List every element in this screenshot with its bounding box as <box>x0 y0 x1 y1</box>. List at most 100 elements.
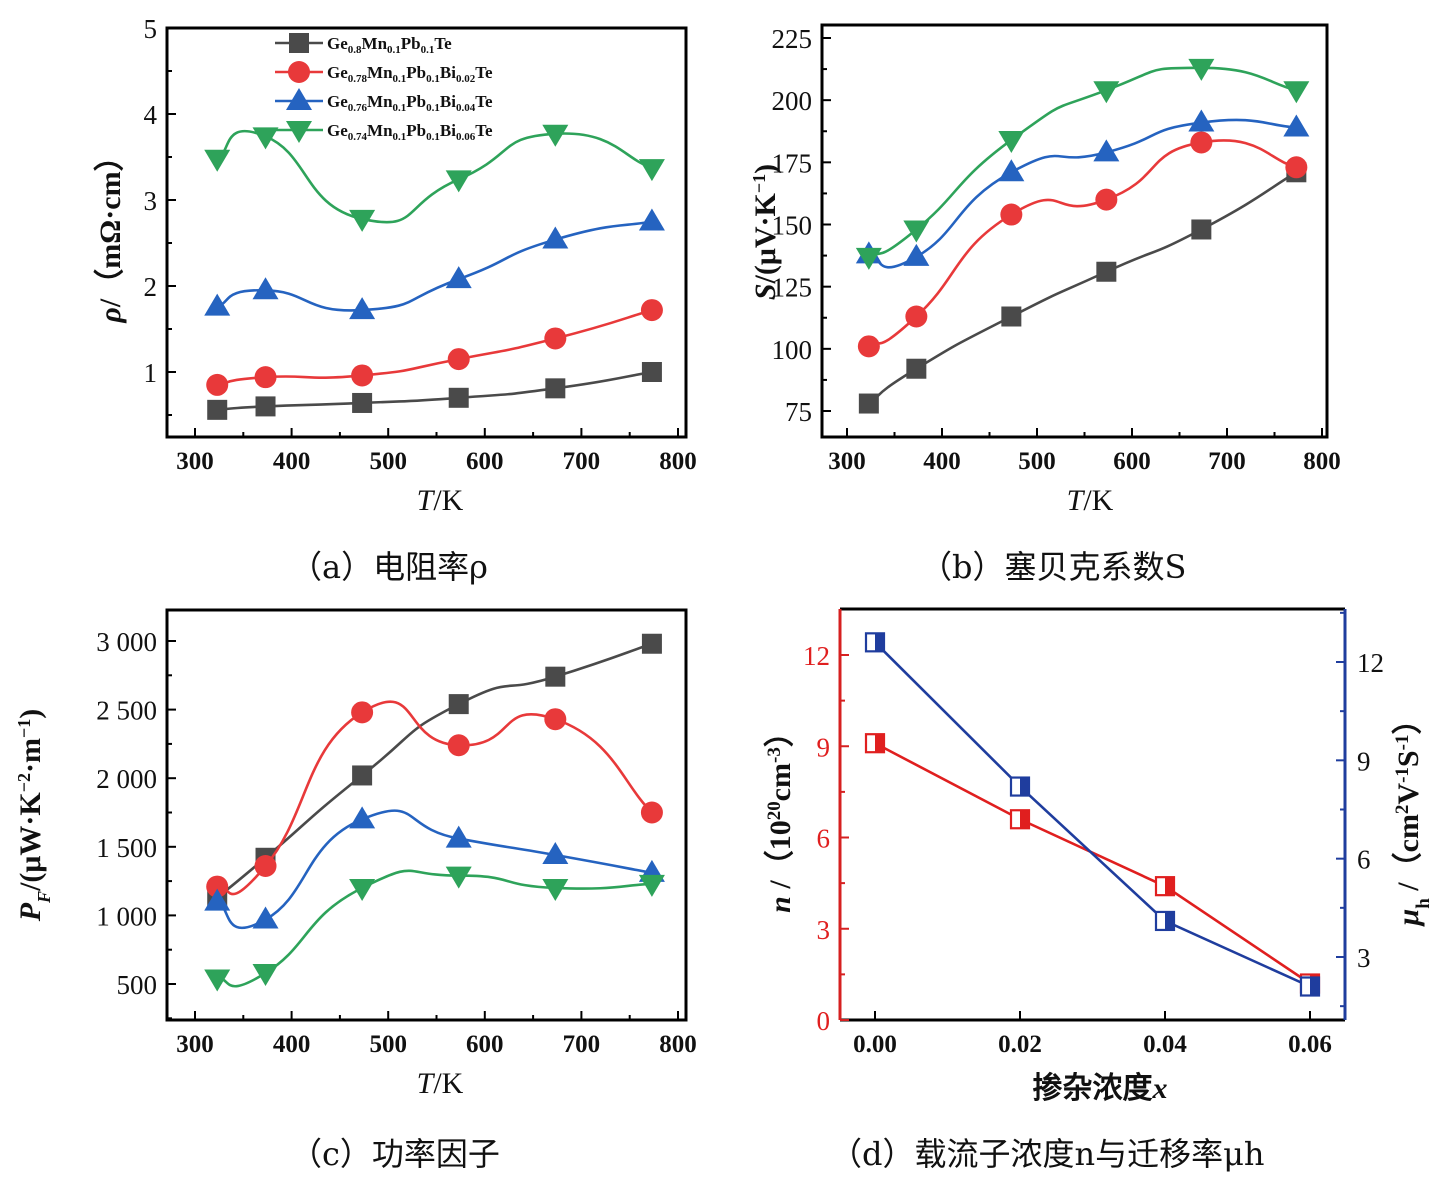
y-tick-label: 1 <box>144 358 158 388</box>
data-point <box>545 666 566 687</box>
data-point <box>1154 910 1176 932</box>
x-tick-label: 700 <box>563 448 601 475</box>
data-point <box>1285 156 1308 179</box>
data-point <box>1190 131 1213 154</box>
data-point <box>905 305 928 328</box>
data-point <box>1299 976 1321 997</box>
y-tick-label: 2 500 <box>96 696 157 726</box>
data-point <box>1188 58 1215 81</box>
y-tick-label: 1 500 <box>96 833 157 863</box>
x-tick-label: 700 <box>1208 448 1246 475</box>
data-point <box>858 393 879 414</box>
y-axis-title-left: n /（1020cm-3） <box>763 717 797 913</box>
data-point <box>906 358 927 379</box>
x-tick-label: 400 <box>273 448 311 475</box>
data-point <box>1009 776 1031 797</box>
right-y-axis-ticks: 3 6 9 12 <box>1336 611 1384 1008</box>
x-axis-title: T/K <box>1067 484 1114 517</box>
legend-marker <box>286 88 312 110</box>
data-point <box>1095 188 1118 211</box>
series-line <box>868 139 1297 348</box>
marker-fill <box>875 633 884 652</box>
data-point <box>204 149 231 172</box>
panel-d-carrier-mobility: 0.00 0.02 0.04 0.06 0 3 6 9 12 3 6 9 12 n /（1020cm-3）… <box>763 607 1434 1105</box>
caption-b: （b）塞贝克系数S <box>920 548 1186 586</box>
data-point <box>1009 809 1031 830</box>
panel-a-resistivity: 300 400 500 600 700 800 1 2 3 4 5 T/K ρ/（mΩ·cm） Ge0.8… <box>93 14 697 517</box>
data-point <box>903 220 930 243</box>
x-tick-label: 600 <box>466 448 504 475</box>
x-tick-label: 600 <box>1113 448 1151 475</box>
marker-fill <box>1020 810 1029 829</box>
data-point <box>1283 114 1310 137</box>
data-point <box>206 373 229 396</box>
caption-a: （a）电阻率ρ <box>290 548 488 586</box>
x-tick-label: 500 <box>1018 448 1056 475</box>
caption-d: （d）载流子浓度n与迁移率μh <box>830 1135 1265 1173</box>
data-point <box>638 874 665 897</box>
series-3 <box>855 109 1310 269</box>
data-point <box>204 888 231 911</box>
series-4 <box>204 124 665 232</box>
series-line <box>217 869 652 988</box>
panel-c-power-factor: 300 400 500 600 700 800 500 1 000 1 500 2 000 2 50… <box>14 608 697 1100</box>
series-4 <box>855 58 1310 270</box>
y-tick-label: 3 000 <box>96 627 157 657</box>
data-point <box>857 335 880 358</box>
data-point <box>252 127 279 150</box>
series-1 <box>858 162 1307 414</box>
x-tick-label: 800 <box>1303 448 1341 475</box>
series-2 <box>206 700 663 898</box>
y-axis-title: PF/(μW·K−2·m−1) <box>14 709 54 923</box>
y-tick-label: 150 <box>772 211 813 241</box>
data-point <box>1191 219 1212 240</box>
x-tick-label: 400 <box>273 1031 311 1058</box>
marker-fill <box>875 734 884 753</box>
legend-item: Ge0.74Mn0.1Pb0.1Bi0.06Te <box>275 121 493 143</box>
data-point <box>445 266 472 289</box>
data-point <box>1093 139 1120 162</box>
data-point <box>349 297 376 320</box>
data-point <box>542 842 569 865</box>
series-line <box>216 700 653 896</box>
x-tick-label: 300 <box>176 448 214 475</box>
series-1 <box>207 362 662 420</box>
legend-marker <box>289 33 309 53</box>
data-point <box>542 124 569 147</box>
legend-label: Ge0.78Mn0.1Pb0.1Bi0.02Te <box>327 63 493 85</box>
series-line <box>216 129 653 224</box>
series-line <box>874 641 1311 988</box>
legend-item: Ge0.76Mn0.1Pb0.1Bi0.04Te <box>275 88 493 114</box>
x-tick-label: 0.00 <box>853 1031 897 1058</box>
x-axis-ticks: 300 400 500 600 700 800 <box>176 1011 697 1058</box>
y-tick-label: 200 <box>772 86 813 116</box>
data-point <box>864 632 886 653</box>
series-line <box>874 742 1311 985</box>
series-mobility <box>864 632 1321 997</box>
plot-frame <box>820 23 1329 439</box>
data-point <box>447 734 470 757</box>
y-axis-title-right: μh /（cm2V-1S-1） <box>1391 705 1434 928</box>
legend-marker <box>286 121 312 143</box>
data-point <box>254 855 277 878</box>
series-line <box>217 308 653 387</box>
legend-label: Ge0.74Mn0.1Pb0.1Bi0.06Te <box>327 121 493 143</box>
data-point <box>1154 876 1176 897</box>
plot-frame <box>165 26 688 439</box>
data-point <box>349 806 376 829</box>
series-line <box>216 220 653 312</box>
x-tick-label: 0.02 <box>998 1031 1042 1058</box>
right-y-tick-label: 9 <box>1357 746 1371 776</box>
data-point <box>542 878 569 901</box>
y-tick-label: 3 <box>817 915 831 945</box>
data-point <box>448 387 469 408</box>
data-point <box>254 366 277 389</box>
x-axis-ticks: 300 400 500 600 700 800 <box>828 428 1341 475</box>
legend-label: Ge0.76Mn0.1Pb0.1Bi0.04Te <box>327 92 493 114</box>
data-point <box>1188 109 1215 132</box>
series-2 <box>857 131 1308 358</box>
x-tick-label: 400 <box>923 448 961 475</box>
legend-item: Ge0.78Mn0.1Pb0.1Bi0.02Te <box>275 61 493 85</box>
series-line <box>868 118 1297 269</box>
